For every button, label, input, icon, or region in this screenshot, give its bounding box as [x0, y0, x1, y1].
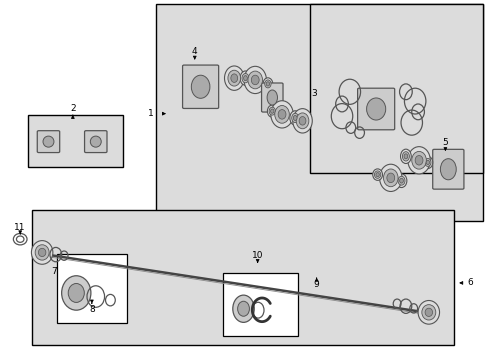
Ellipse shape [242, 73, 248, 83]
Ellipse shape [39, 248, 46, 257]
Ellipse shape [43, 136, 54, 147]
Ellipse shape [386, 173, 394, 183]
Text: 7: 7 [51, 267, 57, 276]
Ellipse shape [395, 174, 406, 188]
Ellipse shape [263, 78, 272, 90]
Ellipse shape [274, 105, 289, 123]
Ellipse shape [35, 245, 49, 260]
Ellipse shape [278, 109, 285, 119]
Ellipse shape [291, 113, 298, 123]
Text: 2: 2 [70, 104, 76, 113]
Ellipse shape [289, 111, 300, 125]
Bar [156, 4, 483, 221]
Ellipse shape [270, 109, 273, 113]
Ellipse shape [230, 74, 237, 82]
Ellipse shape [237, 301, 249, 316]
FancyBboxPatch shape [37, 131, 60, 153]
Ellipse shape [414, 156, 422, 165]
FancyBboxPatch shape [182, 65, 218, 108]
Ellipse shape [422, 156, 432, 168]
Ellipse shape [411, 152, 426, 169]
Ellipse shape [400, 149, 410, 163]
Ellipse shape [251, 75, 259, 85]
Bar [222, 273, 298, 336]
Ellipse shape [293, 116, 297, 121]
Ellipse shape [383, 169, 397, 187]
Ellipse shape [399, 178, 403, 183]
Ellipse shape [379, 164, 401, 192]
Ellipse shape [440, 159, 455, 180]
Ellipse shape [243, 76, 247, 81]
Ellipse shape [366, 98, 385, 120]
Ellipse shape [31, 240, 53, 264]
Text: 5: 5 [442, 138, 447, 147]
Ellipse shape [299, 117, 305, 125]
Ellipse shape [372, 169, 382, 180]
FancyBboxPatch shape [84, 131, 107, 153]
Ellipse shape [270, 101, 293, 128]
Ellipse shape [402, 152, 408, 161]
FancyBboxPatch shape [357, 88, 394, 130]
Ellipse shape [61, 276, 91, 310]
Ellipse shape [375, 172, 379, 177]
Text: 3: 3 [310, 89, 316, 98]
Ellipse shape [425, 160, 428, 165]
Ellipse shape [267, 105, 277, 117]
Bar [32, 211, 453, 345]
FancyBboxPatch shape [432, 149, 463, 189]
Ellipse shape [424, 308, 432, 316]
Text: 6: 6 [467, 278, 472, 287]
Ellipse shape [292, 109, 312, 133]
Ellipse shape [68, 283, 84, 302]
Text: 11: 11 [15, 223, 26, 232]
Ellipse shape [424, 158, 430, 166]
Ellipse shape [224, 66, 244, 90]
Text: 1: 1 [148, 109, 153, 118]
Text: 8: 8 [89, 305, 95, 314]
FancyBboxPatch shape [261, 83, 283, 112]
Bar [57, 253, 127, 323]
Ellipse shape [421, 305, 435, 320]
Ellipse shape [191, 75, 209, 98]
Ellipse shape [397, 176, 404, 185]
Ellipse shape [268, 107, 275, 115]
Ellipse shape [247, 71, 262, 89]
Ellipse shape [264, 80, 270, 88]
Ellipse shape [244, 66, 266, 94]
Ellipse shape [403, 154, 407, 159]
Ellipse shape [374, 171, 380, 178]
Ellipse shape [232, 295, 254, 322]
Text: 10: 10 [251, 251, 263, 260]
Ellipse shape [240, 71, 250, 85]
Ellipse shape [90, 136, 101, 147]
Text: 4: 4 [192, 47, 197, 56]
Ellipse shape [227, 70, 240, 86]
Text: 9: 9 [313, 280, 319, 289]
Ellipse shape [417, 301, 439, 324]
Bar [27, 116, 122, 167]
Ellipse shape [296, 113, 308, 129]
Ellipse shape [265, 82, 269, 86]
Ellipse shape [266, 90, 277, 105]
Ellipse shape [407, 147, 429, 174]
Bar [310, 4, 483, 173]
